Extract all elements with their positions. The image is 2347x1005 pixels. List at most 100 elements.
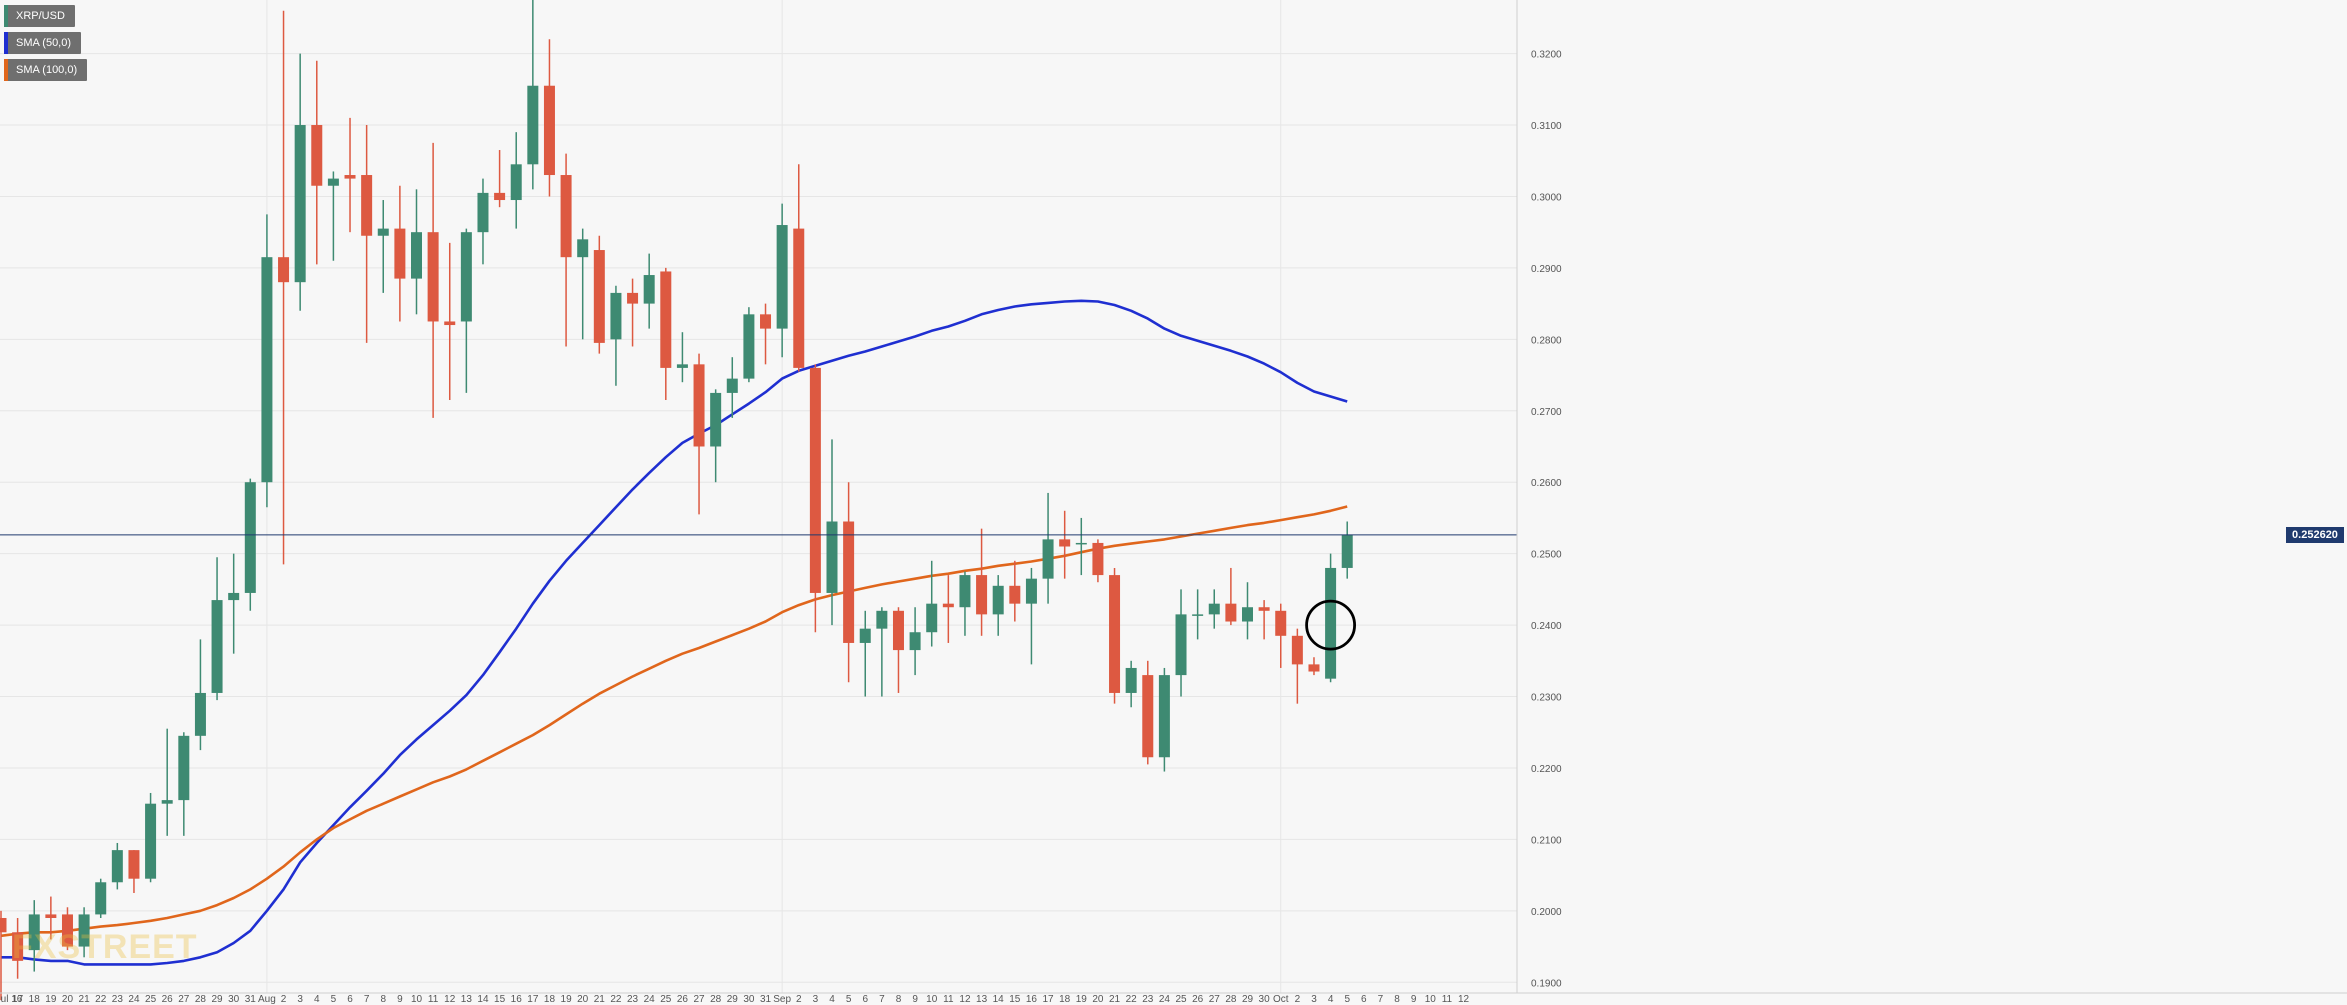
x-tick-label: Oct — [1273, 994, 1289, 1005]
y-tick-label: 0.2500 — [1531, 550, 1562, 561]
candle-body — [676, 364, 688, 368]
candle-body — [1109, 575, 1121, 693]
candle-body — [1125, 667, 1137, 693]
candle-body — [543, 85, 555, 176]
x-tick-label: 19 — [45, 994, 57, 1005]
y-tick-label: 0.2600 — [1531, 478, 1562, 489]
x-tick-label: 22 — [95, 994, 107, 1005]
legend-symbol[interactable]: XRP/USD — [4, 5, 75, 27]
x-tick-label: 24 — [128, 994, 140, 1005]
x-tick-label: 9 — [912, 994, 918, 1005]
x-tick-label: 4 — [829, 994, 835, 1005]
x-tick-label: 10 — [926, 994, 938, 1005]
x-tick-label: 30 — [1259, 994, 1271, 1005]
candle-body — [743, 314, 755, 379]
candle-body — [1325, 567, 1337, 679]
candle-body — [1142, 675, 1154, 758]
x-tick-label: 27 — [1209, 994, 1221, 1005]
x-tick-label: 4 — [314, 994, 320, 1005]
candle-body — [1291, 635, 1303, 665]
candle-body — [128, 850, 140, 879]
x-tick-label: 20 — [1092, 994, 1104, 1005]
x-tick-label: 31 — [760, 994, 772, 1005]
candle-body — [809, 367, 821, 593]
x-tick-label: 29 — [727, 994, 739, 1005]
candle-body — [28, 914, 40, 951]
candle-body — [411, 232, 422, 279]
candle-body — [1092, 542, 1104, 576]
x-tick-label: 29 — [1242, 994, 1254, 1005]
candle-body — [211, 600, 223, 693]
candle-body — [1059, 539, 1071, 547]
x-tick-label: 18 — [29, 994, 41, 1005]
candle-body — [1009, 585, 1021, 604]
candle-body — [45, 914, 57, 918]
candle-body — [477, 192, 489, 233]
candle-body — [278, 257, 290, 283]
x-tick-label: 18 — [544, 994, 556, 1005]
candle-body — [78, 914, 90, 947]
y-tick-label: 0.3200 — [1531, 50, 1562, 61]
candle-body — [1308, 664, 1320, 672]
candle-body — [294, 125, 306, 283]
sma50-line — [1, 299, 1348, 966]
x-tick-label: 30 — [743, 994, 755, 1005]
x-tick-label: 14 — [993, 994, 1005, 1005]
x-tick-label: 19 — [561, 994, 573, 1005]
candle-body — [1208, 603, 1220, 615]
legend-symbol-label: XRP/USD — [16, 10, 65, 22]
x-tick-label: 6 — [862, 994, 868, 1005]
x-tick-label: 5 — [331, 994, 337, 1005]
x-tick-label: 23 — [1142, 994, 1154, 1005]
candle-body — [444, 321, 456, 326]
x-tick-label: 21 — [79, 994, 91, 1005]
x-tick-label: 7 — [364, 994, 370, 1005]
x-tick-label: 2 — [796, 994, 802, 1005]
x-tick-label: 20 — [577, 994, 589, 1005]
x-tick-label: 28 — [710, 994, 722, 1005]
candle-body — [228, 592, 240, 601]
x-tick-label: 15 — [494, 994, 506, 1005]
x-tick-label: 27 — [178, 994, 190, 1005]
fxstreet-watermark: FXSTREET — [12, 928, 198, 966]
candle-body — [942, 603, 954, 608]
x-tick-label: 26 — [1192, 994, 1204, 1005]
x-tick-label: 11 — [428, 994, 439, 1005]
x-tick-label: 30 — [228, 994, 240, 1005]
y-tick-label: 0.3000 — [1531, 192, 1562, 203]
x-tick-label: 31 — [245, 994, 257, 1005]
candle-body — [394, 228, 406, 279]
x-tick-label: 6 — [1361, 994, 1367, 1005]
candle-body — [976, 575, 988, 615]
x-tick-label: 25 — [1175, 994, 1187, 1005]
x-tick-label: 11 — [943, 994, 954, 1005]
candle-body — [377, 228, 389, 236]
x-tick-label: 24 — [1159, 994, 1171, 1005]
y-tick-label: 0.2400 — [1531, 621, 1562, 632]
candle-body — [1258, 607, 1270, 611]
legend-sma100[interactable]: SMA (100,0) — [4, 59, 88, 81]
x-tick-label: 25 — [660, 994, 672, 1005]
legend-sma50[interactable]: SMA (50,0) — [4, 32, 82, 54]
candle-body — [161, 800, 173, 804]
x-tick-label: 13 — [976, 994, 988, 1005]
candle-body — [494, 192, 506, 201]
candle-body — [793, 228, 805, 368]
candle-body — [1225, 603, 1237, 622]
x-tick-label: 7 — [879, 994, 885, 1005]
candle-body — [876, 610, 888, 629]
candle-body — [926, 603, 938, 633]
y-tick-label: 0.1900 — [1531, 978, 1562, 989]
candle-body — [560, 175, 572, 258]
x-tick-label: 20 — [62, 994, 74, 1005]
x-tick-label: 27 — [693, 994, 705, 1005]
candle-body — [710, 392, 722, 447]
x-tick-label: 17 — [1042, 994, 1054, 1005]
x-tick-label: 2 — [281, 994, 287, 1005]
x-tick-label: 23 — [627, 994, 639, 1005]
x-tick-label: 7 — [1378, 994, 1384, 1005]
candle-body — [0, 917, 7, 933]
x-tick-label: 4 — [1328, 994, 1334, 1005]
